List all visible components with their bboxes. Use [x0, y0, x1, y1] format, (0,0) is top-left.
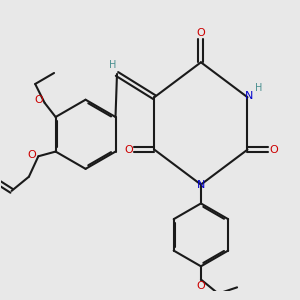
Text: O: O [27, 150, 36, 160]
Text: H: H [109, 60, 116, 70]
Text: O: O [196, 28, 205, 38]
Text: H: H [255, 83, 262, 93]
Text: N: N [245, 91, 253, 100]
Text: O: O [34, 95, 43, 105]
Text: O: O [124, 145, 133, 155]
Text: O: O [196, 281, 205, 291]
Text: O: O [269, 145, 278, 155]
Text: N: N [197, 180, 205, 190]
